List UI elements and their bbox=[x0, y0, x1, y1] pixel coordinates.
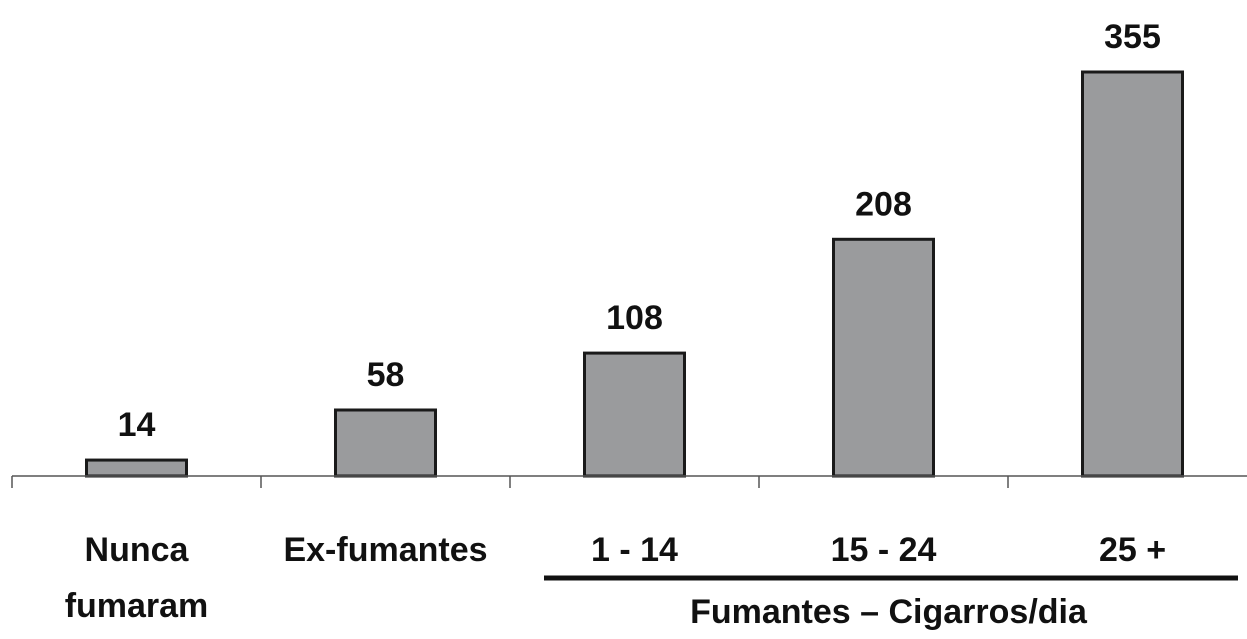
category-label: Nunca fumaram bbox=[65, 531, 209, 625]
category-label-line: Ex-fumantes bbox=[283, 531, 487, 569]
data-label: 14 bbox=[118, 406, 156, 444]
category-label-line: Nunca bbox=[85, 531, 190, 569]
data-labels: 14 58 108 208 355 bbox=[118, 18, 1161, 444]
bar bbox=[583, 351, 686, 478]
category-label: 1 - 14 bbox=[591, 531, 678, 569]
x-axis-ticks bbox=[11, 476, 1009, 488]
data-label: 208 bbox=[855, 185, 912, 223]
data-label: 355 bbox=[1104, 18, 1161, 56]
smokers-group-label: Fumantes – Cigarros/dia bbox=[690, 593, 1088, 631]
bars-layer bbox=[85, 70, 1184, 478]
category-label: 15 - 24 bbox=[831, 531, 937, 569]
category-label-line: 25 + bbox=[1099, 531, 1166, 569]
bar bbox=[832, 237, 935, 478]
category-label-line: 1 - 14 bbox=[591, 531, 678, 569]
category-label: Ex-fumantes bbox=[283, 531, 487, 569]
category-label-line: fumaram bbox=[65, 587, 209, 625]
bar bbox=[334, 408, 437, 478]
bar bbox=[1081, 70, 1184, 478]
bar bbox=[85, 458, 188, 478]
data-label: 108 bbox=[606, 299, 663, 337]
category-label: 25 + bbox=[1099, 531, 1166, 569]
data-label: 58 bbox=[367, 356, 405, 394]
category-label-line: 15 - 24 bbox=[831, 531, 937, 569]
category-labels: Nunca fumaram Ex-fumantes 1 - 14 15 - 24 25 + bbox=[65, 531, 1166, 625]
